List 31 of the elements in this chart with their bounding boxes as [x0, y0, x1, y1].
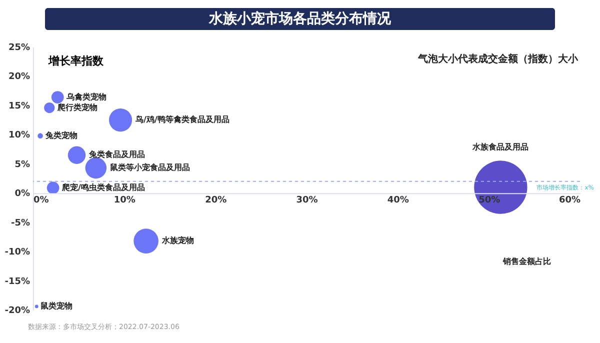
y-tick-label: -5%	[10, 218, 30, 228]
y-tick-label: -20%	[4, 306, 30, 316]
series-label: 兔类宠物	[44, 130, 78, 140]
x-tick-label: 40%	[387, 196, 409, 206]
y-tick-label: 15%	[8, 101, 30, 112]
x-axis-title: 销售金额占比	[502, 257, 551, 266]
y-tick-label: 20%	[8, 72, 30, 82]
x-tick-label: 0%	[34, 196, 49, 206]
x-tick-label: 20%	[205, 196, 227, 206]
x-tick-label: 60%	[558, 196, 580, 206]
series-label: 水族食品及用品	[472, 142, 529, 152]
series-label: 鸟/鸡/鸭等禽类食品及用品	[134, 115, 230, 124]
annotation: 气泡大小代表成交金额（指数）大小	[417, 53, 579, 65]
y-tick-label: -10%	[4, 248, 30, 258]
x-tick-label: 30%	[296, 196, 318, 206]
chart-title: 水族小宠市场各品类分布情况	[208, 10, 392, 27]
y-tick-label: 5%	[14, 160, 30, 170]
series-label: 爬行类宠物	[56, 102, 98, 112]
series-label: 水族宠物	[161, 235, 194, 246]
series-label: 鼠类等小宠食品及用品	[110, 162, 190, 172]
y-tick-label: -15%	[4, 276, 30, 287]
series-label: 爬宠/鸣虫类食品及用品	[61, 182, 145, 192]
series-label: 鼠类宠物	[40, 300, 73, 310]
y-tick-label: 10%	[8, 130, 30, 141]
y-tick-label: 25%	[8, 43, 30, 53]
x-tick-label: 50%	[478, 196, 500, 206]
series-label: 乌禽类宠物	[66, 91, 107, 102]
y-axis-title: 增长率指数	[48, 54, 104, 68]
y-tick-label: 0%	[14, 189, 30, 200]
series-label: 兔类食品及用品	[88, 150, 145, 160]
x-tick-label: 10%	[114, 196, 136, 206]
